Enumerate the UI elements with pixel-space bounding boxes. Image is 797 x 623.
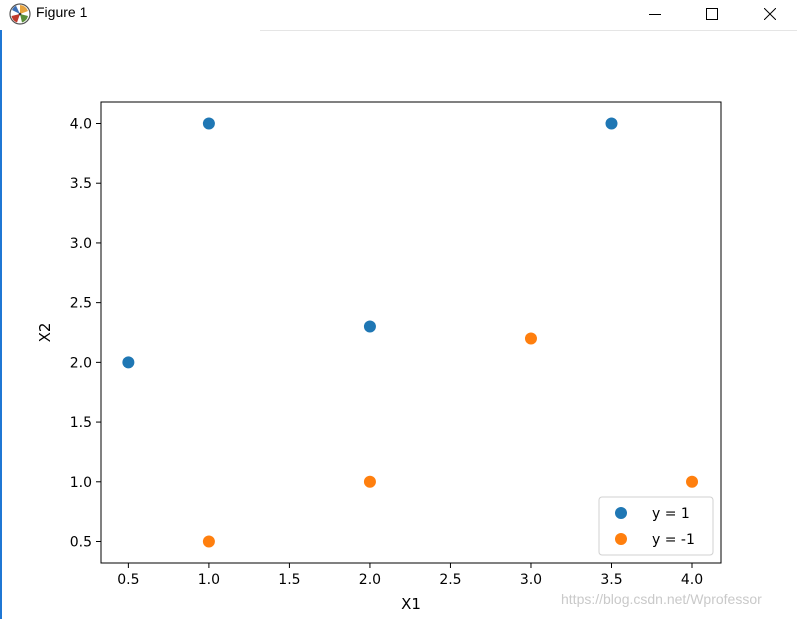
x-tick-label: 1.0: [198, 572, 220, 588]
scatter-point-series-1: [122, 356, 135, 369]
scatter-point-series-1: [605, 117, 618, 130]
x-tick-label: 2.0: [359, 572, 381, 588]
window-left-border: [0, 0, 2, 619]
y-tick-label: 2.5: [70, 296, 92, 312]
scatter-point-series-2: [363, 475, 376, 488]
x-tick-label: 3.0: [520, 572, 542, 588]
scatter-point-series-2: [686, 475, 699, 488]
x-tick-label: 3.5: [600, 572, 622, 588]
legend-box: [598, 496, 714, 556]
minimize-button[interactable]: [632, 0, 678, 28]
x-tick-label: 0.5: [117, 572, 139, 588]
close-button[interactable]: [747, 0, 793, 28]
scatter-point-series-2: [524, 332, 537, 345]
x-axis-label: X1: [401, 595, 421, 613]
legend-marker: [615, 533, 627, 545]
figure-canvas: 0.5 1.0 1.5 2.0 2.5 3.0 3.5 4.0 0.5 1.0 1.5 2.0 2.5…: [0, 31, 797, 619]
y-tick-label: 1.0: [70, 475, 92, 491]
legend-label: y = 1: [652, 506, 690, 522]
title-separator: [260, 30, 797, 31]
scatter-point-series-2: [202, 535, 215, 548]
x-tick-label: 4.0: [681, 572, 703, 588]
scatter-chart: 0.5 1.0 1.5 2.0 2.5 3.0 3.5 4.0 0.5 1.0 1.5 2.0 2.5…: [36, 101, 722, 613]
legend: y = 1 y = -1: [598, 496, 714, 556]
maximize-icon: [706, 8, 718, 20]
y-tick-label: 2.0: [70, 355, 92, 371]
y-tick-label: 0.5: [70, 535, 92, 551]
y-axis-label: X2: [36, 323, 54, 343]
y-tick-label: 3.5: [70, 176, 92, 192]
x-tick-label: 1.5: [278, 572, 300, 588]
plot-area-frame: [100, 101, 722, 564]
y-tick-label: 4.0: [70, 116, 92, 132]
minimize-icon: [649, 14, 661, 15]
x-tick-label: 2.5: [439, 572, 461, 588]
legend-marker: [615, 507, 627, 519]
matplotlib-logo-icon: [9, 3, 31, 25]
title-bar[interactable]: Figure 1: [0, 0, 797, 31]
close-icon: [764, 8, 776, 20]
watermark-text: https://blog.csdn.net/Wprofessor: [561, 591, 762, 607]
window-title: Figure 1: [36, 4, 88, 20]
y-tick-label: 1.5: [70, 415, 92, 431]
maximize-button[interactable]: [689, 0, 735, 28]
legend-label: y = -1: [652, 532, 695, 548]
scatter-point-series-1: [363, 320, 376, 333]
scatter-point-series-1: [202, 117, 215, 130]
y-tick-label: 3.0: [70, 236, 92, 252]
